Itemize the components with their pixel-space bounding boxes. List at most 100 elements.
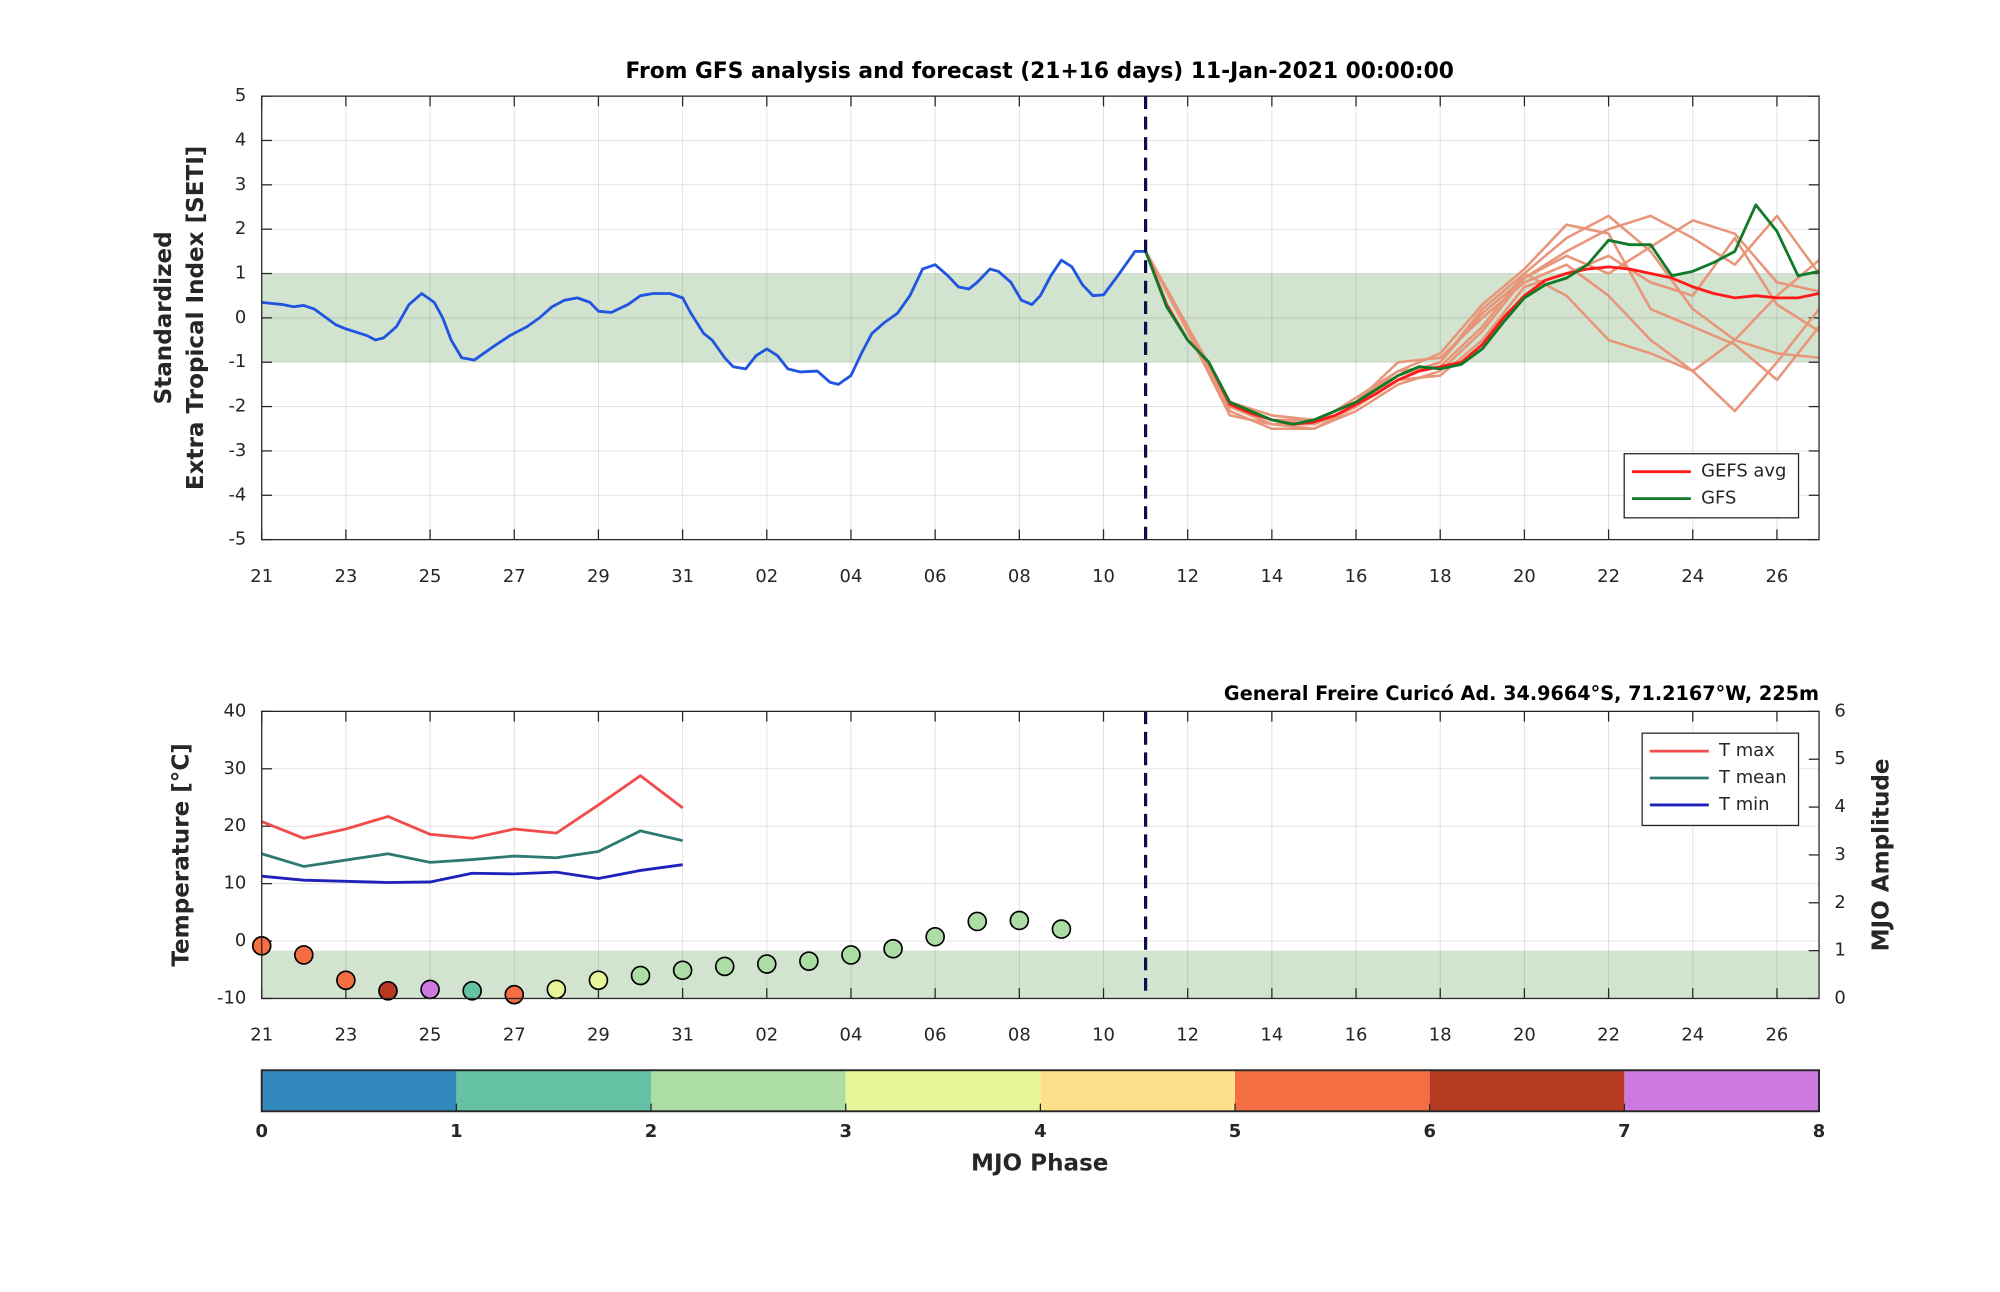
x-tick-label: 27 <box>503 566 526 587</box>
y2-tick-label: 4 <box>1834 796 1845 817</box>
x-tick-label: 31 <box>671 1025 694 1046</box>
mjo-dot <box>1051 919 1072 939</box>
chart-title: From GFS analysis and forecast (21+16 da… <box>626 59 1454 84</box>
mjo-dot <box>378 981 398 1001</box>
y2-tick-label: 1 <box>1834 940 1845 961</box>
ensemble-line <box>1144 214 1821 431</box>
x-tick-label: 04 <box>840 1025 863 1046</box>
x-tick-label: 02 <box>755 566 778 587</box>
x-tick-label: 25 <box>419 1025 442 1046</box>
y2-tick-label: 6 <box>1834 700 1845 721</box>
series-line <box>261 829 683 868</box>
colorbar-tick-label: 1 <box>450 1121 462 1142</box>
x-tick-label: 16 <box>1345 566 1368 587</box>
x-tick-label: 26 <box>1766 1025 1789 1046</box>
colorbar-segment <box>456 1070 652 1112</box>
mjo-dot <box>420 979 440 1000</box>
y-tick-label: 10 <box>224 873 247 894</box>
x-tick-label: 04 <box>840 566 863 587</box>
x-tick-label: 06 <box>924 566 947 587</box>
x-tick-label: 08 <box>1008 1025 1031 1046</box>
y-tick-label: -10 <box>217 987 246 1008</box>
y-axis-label: Standardized <box>151 231 177 404</box>
mjo-dot <box>336 970 356 991</box>
y-tick-label: -5 <box>228 529 246 550</box>
x-tick-label: 18 <box>1429 566 1452 587</box>
y-tick-label: 5 <box>235 85 246 106</box>
ensemble-line <box>1144 223 1821 422</box>
mjo-dot <box>546 979 567 1000</box>
mjo-dot <box>293 945 314 965</box>
ensemble-line <box>1144 236 1820 431</box>
y-tick-label: -4 <box>228 484 246 505</box>
legend-label: T max <box>1718 740 1775 761</box>
series-line <box>261 774 684 840</box>
colorbar-label: MJO Phase <box>971 1150 1108 1176</box>
x-tick-label: 16 <box>1345 1025 1368 1046</box>
x-tick-label: 22 <box>1597 1025 1620 1046</box>
y-tick-label: 2 <box>235 218 246 239</box>
band <box>261 273 1820 363</box>
colorbar-tick-label: 8 <box>1813 1121 1825 1142</box>
x-tick-label: 23 <box>334 1025 357 1046</box>
x-tick-label: 14 <box>1260 566 1283 587</box>
x-tick-label: 12 <box>1176 1025 1199 1046</box>
series-line <box>1144 203 1820 426</box>
x-tick-label: 27 <box>503 1025 526 1046</box>
band <box>261 950 1820 999</box>
y-tick-label: 4 <box>235 129 246 150</box>
x-tick-label: 24 <box>1681 566 1704 587</box>
y2-axis-label: MJO Amplitude <box>1868 758 1894 951</box>
x-tick-label: 29 <box>587 1025 610 1046</box>
x-tick-label: 24 <box>1681 1025 1704 1046</box>
x-tick-label: 02 <box>755 1025 778 1046</box>
legend-label: GEFS avg <box>1701 461 1786 482</box>
mjo-dot <box>841 945 861 965</box>
colorbar-tick-label: 2 <box>645 1121 657 1142</box>
y-tick-label: 20 <box>224 815 247 836</box>
x-tick-label: 12 <box>1176 566 1199 587</box>
station-title: General Freire Curicó Ad. 34.9664°S, 71.… <box>1224 682 1819 705</box>
colorbar-segment <box>261 1070 457 1112</box>
y-tick-label: -2 <box>228 396 246 417</box>
colorbar-tick-label: 7 <box>1618 1121 1630 1142</box>
y2-tick-label: 0 <box>1834 987 1845 1008</box>
y-tick-label: 40 <box>224 700 247 721</box>
colorbar-tick-label: 6 <box>1423 1121 1435 1142</box>
x-tick-label: 20 <box>1513 566 1536 587</box>
colorbar-segment <box>1040 1070 1236 1112</box>
colorbar-segment <box>1624 1070 1820 1112</box>
series-line <box>261 863 683 884</box>
y-tick-label: 1 <box>235 263 246 284</box>
x-tick-label: 10 <box>1092 566 1115 587</box>
x-tick-label: 21 <box>250 1025 273 1046</box>
y-tick-label: -1 <box>228 351 246 372</box>
colorbar-segment <box>845 1070 1041 1112</box>
mjo-dot <box>756 954 777 974</box>
x-tick-label: 23 <box>334 566 357 587</box>
legend-box <box>1623 453 1800 519</box>
mjo-dot <box>799 951 819 971</box>
y-tick-label: -3 <box>228 440 246 461</box>
x-tick-label: 21 <box>250 566 273 587</box>
mjo-dot <box>967 911 988 932</box>
plot-frame <box>261 95 1820 541</box>
mjo-dot <box>883 938 903 959</box>
mjo-dot <box>462 981 482 1001</box>
y-tick-label: 0 <box>235 307 246 328</box>
x-tick-label: 14 <box>1260 1025 1283 1046</box>
mjo-dot <box>588 970 609 991</box>
mjo-dot <box>714 956 735 977</box>
x-tick-label: 20 <box>1513 1025 1536 1046</box>
y2-tick-label: 5 <box>1834 748 1845 769</box>
x-tick-label: 08 <box>1008 566 1031 587</box>
legend-label: GFS <box>1701 488 1736 509</box>
x-tick-label: 06 <box>924 1025 947 1046</box>
analysis-line <box>261 249 1146 386</box>
colorbar-tick-label: 5 <box>1229 1121 1241 1142</box>
colorbar-tick-label: 4 <box>1034 1121 1046 1142</box>
y-tick-label: 3 <box>235 174 246 195</box>
y-axis-label: Temperature [°C] <box>169 743 195 966</box>
